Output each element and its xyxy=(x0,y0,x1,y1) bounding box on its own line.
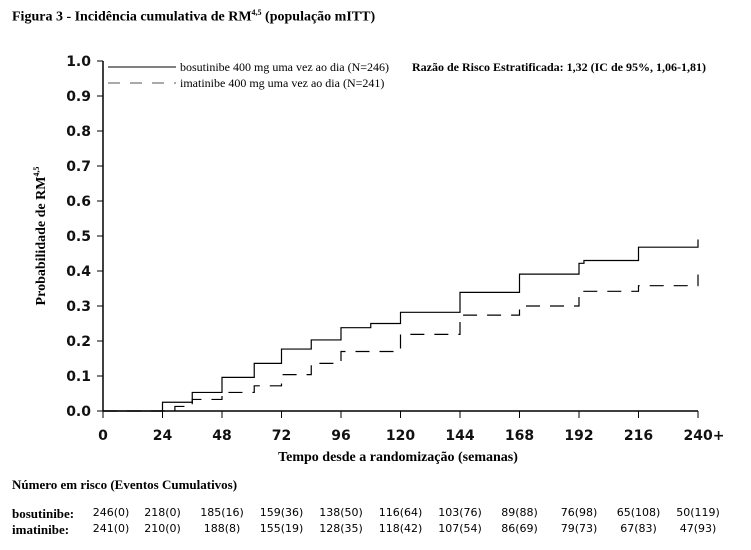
risk-value: 159(36) xyxy=(259,506,304,519)
risk-value: 138(50) xyxy=(319,506,363,519)
x-tick-label: 240+ xyxy=(684,428,725,444)
figure-title: Figura 3 - Incidência cumulativa de RM4,… xyxy=(12,8,376,25)
x-axis-label: Tempo desde a randomização (semanas) xyxy=(278,450,518,465)
risk-value: 128(35) xyxy=(319,522,363,535)
hazard-ratio-annotation: Razão de Risco Estratificada: 1,32 (IC d… xyxy=(412,60,706,74)
risk-value: 107(54) xyxy=(438,522,482,535)
legend-label-imatinibe: imatinibe 400 mg uma vez ao dia (N=241) xyxy=(180,76,384,90)
x-tick-label: 120 xyxy=(386,428,415,444)
risk-value: 188(8) xyxy=(203,522,241,535)
x-tick-label: 192 xyxy=(564,428,593,444)
km-chart: 0.0 0.1 0.2 0.3 0.4 0.5 0.6 0.7 0.8 0.9 1.0 0 24 48 72… xyxy=(32,54,725,465)
risk-value: 50(119) xyxy=(676,506,720,519)
risk-value: 67(83) xyxy=(620,522,657,535)
y-tick-label: 0.3 xyxy=(66,299,91,315)
y-axis-label: Probabilidade de RM4,5 xyxy=(32,167,49,306)
y-tick-label: 0.1 xyxy=(66,369,91,385)
risk-row-label: bosutinibe: xyxy=(12,506,75,521)
series-line-bosutinibe xyxy=(103,239,699,412)
y-tick-label: 0.2 xyxy=(66,334,91,350)
risk-value: 241(0) xyxy=(92,522,130,535)
y-tick-label: 0.7 xyxy=(66,159,91,175)
y-tick-label: 0.0 xyxy=(66,404,91,420)
risk-value: 65(108) xyxy=(616,506,661,519)
x-tick-label: 72 xyxy=(272,428,291,444)
risk-value: 47(93) xyxy=(679,522,717,535)
y-tick-label: 1.0 xyxy=(66,54,91,70)
risk-value: 246(0) xyxy=(92,506,130,519)
x-tick-label: 144 xyxy=(445,428,474,444)
series-line-imatinibe xyxy=(103,274,699,412)
y-tick-label: 0.9 xyxy=(66,89,91,105)
risk-value: 210(0) xyxy=(144,522,181,535)
x-tick-label: 24 xyxy=(153,428,173,444)
risk-value: 79(73) xyxy=(560,522,598,535)
risk-value: 118(42) xyxy=(378,522,423,535)
risk-row-label: imatinibe: xyxy=(12,522,70,537)
y-tick-label: 0.8 xyxy=(66,124,91,140)
risk-table-title: Número em risco (Eventos Cumulativos) xyxy=(12,477,238,492)
risk-value: 103(76) xyxy=(438,506,482,519)
x-tick-label: 168 xyxy=(505,428,534,444)
x-tick-label: 48 xyxy=(212,428,231,444)
x-tick-label: 96 xyxy=(331,428,350,444)
legend-label-bosutinibe: bosutinibe 400 mg uma vez ao dia (N=246) xyxy=(180,60,389,74)
risk-value: 89(88) xyxy=(501,506,538,519)
y-tick-label: 0.6 xyxy=(66,194,91,210)
risk-value: 155(19) xyxy=(259,522,304,535)
risk-value: 76(98) xyxy=(560,506,598,519)
y-tick-label: 0.5 xyxy=(66,229,91,245)
risk-value: 116(64) xyxy=(378,506,423,519)
risk-value: 218(0) xyxy=(144,506,181,519)
x-tick-label: 216 xyxy=(624,428,653,444)
x-tick-label: 0 xyxy=(98,428,108,444)
y-tick-label: 0.4 xyxy=(66,264,91,280)
risk-value: 86(69) xyxy=(501,522,538,535)
risk-value: 185(16) xyxy=(200,506,244,519)
